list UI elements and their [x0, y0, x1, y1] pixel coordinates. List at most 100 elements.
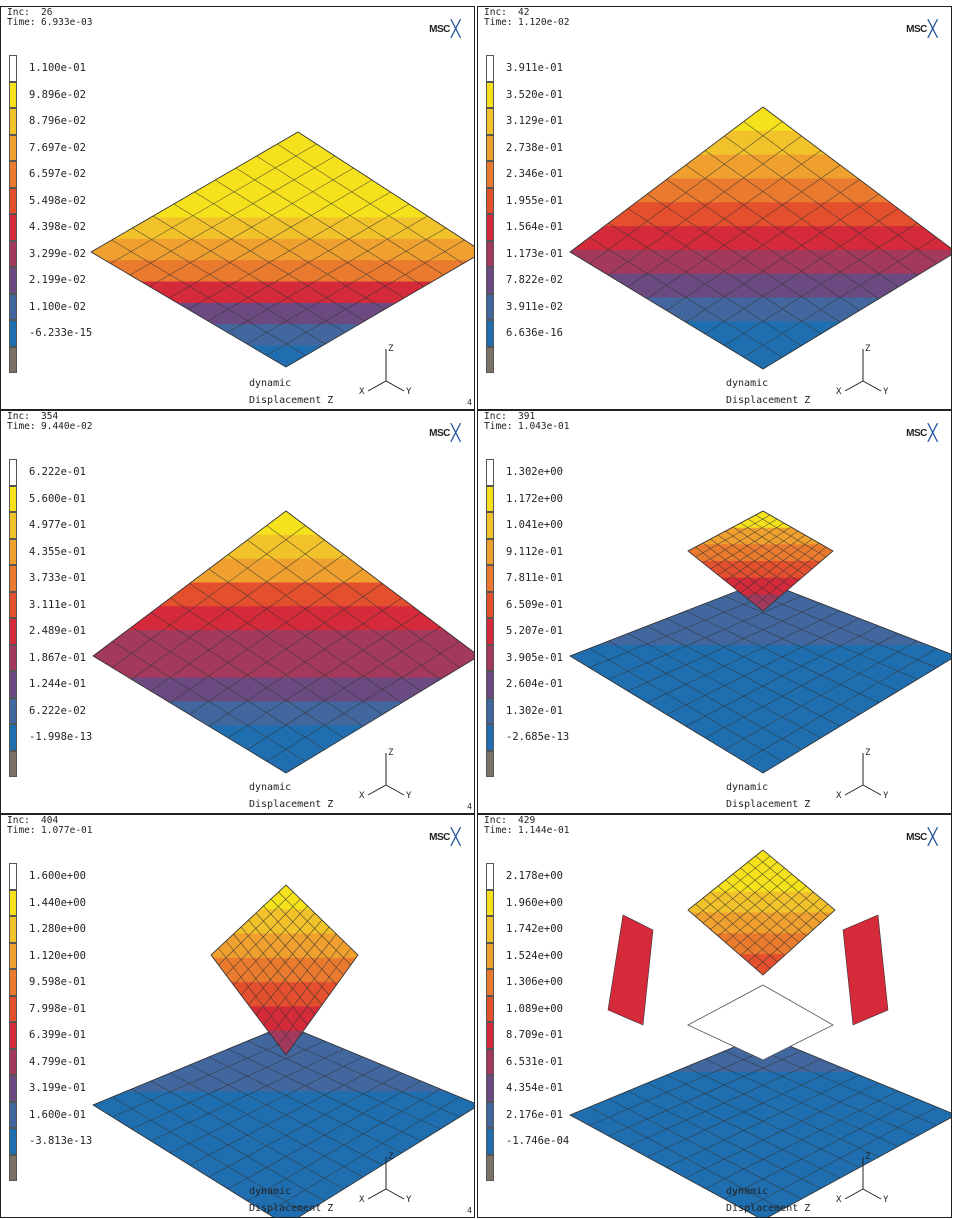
contour-band — [211, 885, 358, 910]
msc-logo-icon: MSC╳ — [429, 825, 460, 846]
mesh-line — [233, 933, 308, 1026]
logo-swoosh-icon: ╳ — [927, 829, 938, 846]
legend-value: 3.199e-01 — [29, 1082, 86, 1094]
result-panel-6: Inc: 429 Time: 1.144e-01 MSC╳ 2.178e+00 1.960e… — [477, 814, 952, 1218]
y-axis — [385, 1188, 405, 1200]
msc-logo-icon: MSC╳ — [429, 17, 460, 38]
legend-value: 1.955e-01 — [506, 194, 563, 207]
mesh-line — [92, 655, 287, 774]
x-axis-label: X — [359, 1195, 365, 1205]
contour-band — [570, 226, 951, 251]
legend-value: 3.299e-02 — [29, 247, 86, 260]
coordinate-triad-icon: Z Y X — [836, 748, 889, 801]
y-axis — [862, 784, 882, 796]
legend-value: 1.100e-02 — [29, 300, 86, 313]
msc-logo-icon: MSC╳ — [906, 17, 937, 38]
mesh-line — [92, 1104, 274, 1217]
contour-band — [93, 701, 474, 726]
deformation-plot — [569, 849, 951, 1217]
legend-swatch — [486, 108, 494, 135]
legend-value: 9.896e-02 — [29, 88, 86, 101]
plot-caption: dynamic Displacement Z — [726, 1183, 810, 1217]
contour-band — [93, 725, 474, 750]
mesh-line — [732, 885, 807, 950]
legend-swatch — [9, 565, 17, 592]
result-quantity: Displacement Z — [726, 1203, 811, 1214]
contour-band — [91, 302, 474, 325]
legend-swatch — [9, 889, 17, 916]
legend-value: 5.207e-01 — [506, 625, 563, 637]
legend-swatch — [9, 750, 17, 777]
legend-value: 9.112e-01 — [506, 545, 563, 558]
legend-swatch — [486, 538, 494, 565]
legend-swatch — [486, 671, 494, 698]
result-quantity: Displacement Z — [726, 799, 811, 810]
mesh-line — [278, 947, 352, 1046]
coordinate-triad-icon: Z Y X — [359, 1152, 412, 1205]
mesh-line — [170, 1072, 364, 1178]
legend-value: 3.733e-01 — [29, 572, 86, 584]
mesh-line — [589, 648, 783, 762]
legend-value: 1.120e+00 — [29, 949, 86, 962]
legend-swatch — [486, 81, 494, 108]
mesh-line — [208, 597, 402, 727]
coordinate-triad-icon: Z Y X — [359, 344, 412, 397]
x-axis-label: X — [359, 791, 365, 801]
left-flap — [607, 914, 654, 1026]
legend-swatch — [486, 214, 494, 241]
legend-swatch — [9, 942, 17, 969]
mesh-line — [285, 256, 474, 368]
mesh-line — [724, 1098, 918, 1200]
legend-swatch — [9, 485, 17, 512]
inc-value: 404 — [41, 815, 59, 826]
mesh-line — [111, 239, 306, 356]
contour-band — [93, 677, 474, 703]
mesh-line — [747, 897, 821, 963]
legend-value: 6.636e-16 — [506, 327, 563, 339]
legend-swatch — [9, 161, 17, 188]
mesh-line — [710, 538, 785, 594]
mesh-line — [687, 550, 764, 612]
z-axis-label: Z — [388, 1152, 394, 1162]
mesh-line — [755, 546, 827, 606]
mesh-line — [647, 625, 841, 727]
legend-value: 4.355e-01 — [29, 545, 86, 558]
legend-swatch — [9, 512, 17, 539]
contour-band — [570, 154, 951, 179]
inc-label: Inc: — [7, 7, 30, 18]
mesh-line — [627, 208, 822, 335]
contour-band — [570, 613, 951, 646]
legend-value: 2.199e-02 — [29, 274, 86, 286]
contour-band — [91, 132, 474, 154]
legend-value: 6.509e-01 — [506, 598, 563, 611]
load-case-name: dynamic — [249, 378, 292, 389]
inc-label: Inc: — [7, 815, 30, 826]
view-number: 4 — [467, 1206, 472, 1215]
x-axis — [367, 380, 387, 392]
legend-value: 1.524e+00 — [506, 949, 563, 962]
mesh-line — [685, 625, 879, 727]
x-axis-label: X — [836, 387, 842, 397]
load-case-name: dynamic — [249, 1186, 292, 1197]
coordinate-triad-icon: Z Y X — [836, 1152, 889, 1205]
mesh-line — [702, 542, 778, 600]
contour-band — [688, 527, 833, 545]
inc-value: 26 — [41, 7, 53, 18]
legend-swatch — [486, 512, 494, 539]
mesh-line — [248, 919, 323, 1006]
result-panel-5: Inc: 404 Time: 1.077e-01 MSC╳ 1.600e+00 1.440e… — [0, 814, 475, 1218]
mesh-line — [702, 897, 778, 963]
legend-swatch — [486, 591, 494, 618]
legend-swatch — [9, 1128, 17, 1155]
legend-swatch — [9, 644, 17, 671]
mesh-line — [189, 583, 383, 715]
y-axis — [862, 380, 882, 392]
mesh-line — [227, 612, 422, 739]
legend-value: 2.738e-01 — [506, 141, 563, 154]
mesh-line — [666, 179, 860, 311]
legend-value: 1.100e-01 — [29, 62, 86, 74]
contour-band — [570, 107, 951, 132]
legend-value: 2.176e-01 — [506, 1108, 563, 1121]
contour-band — [688, 891, 835, 913]
plot-caption: dynamic Displacement Z — [249, 1183, 333, 1217]
